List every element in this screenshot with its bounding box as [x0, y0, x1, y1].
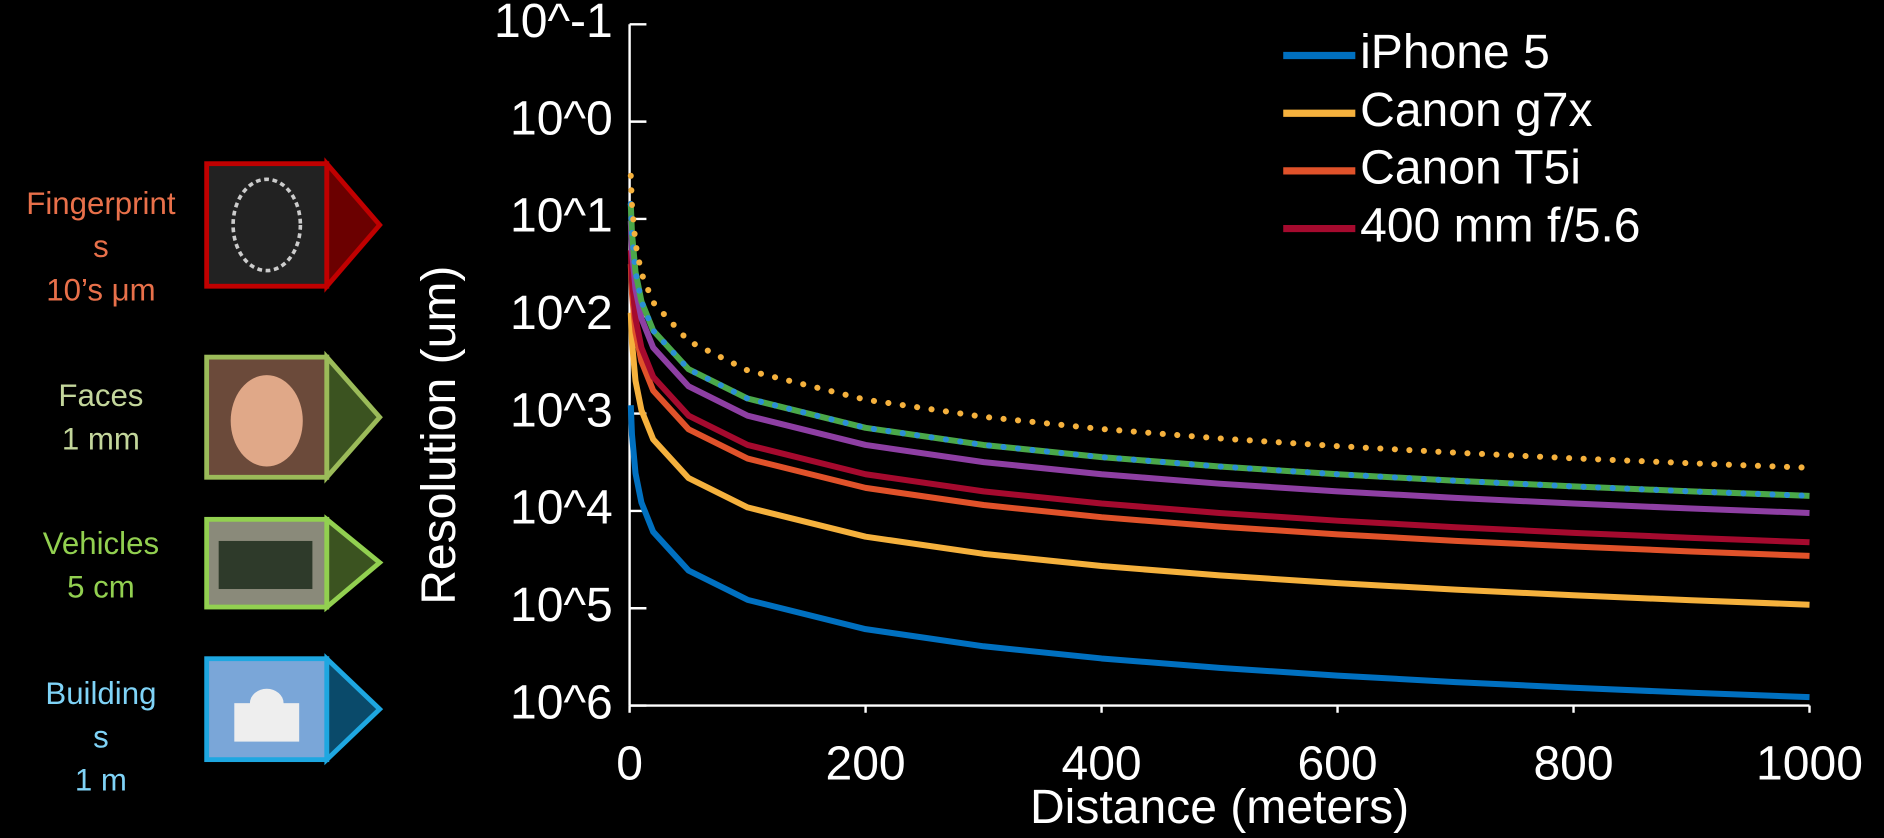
side-label: 5 cm — [67, 569, 135, 604]
side-label: s — [93, 229, 109, 264]
side-panels — [204, 157, 384, 766]
y-tick-label: 10^4 — [510, 481, 613, 535]
legend-label: Canon T5i — [1360, 141, 1581, 195]
y-axis-title: Resolution (um) — [412, 266, 466, 605]
arrow — [324, 514, 384, 613]
face-icon — [230, 375, 303, 467]
fingerprint-image — [204, 161, 330, 289]
arrow — [324, 157, 383, 293]
x-tick-label: 1000 — [1756, 737, 1863, 791]
y-tick-label: 10^1 — [510, 189, 613, 243]
arrow — [324, 653, 384, 766]
series-line — [627, 203, 1810, 499]
x-axis-title: Distance (meters) — [1030, 780, 1409, 834]
series-line — [627, 312, 1810, 608]
building-dome — [249, 688, 284, 718]
side-label: 1 mm — [62, 421, 140, 456]
arrow — [324, 350, 383, 484]
y-tick-label: 10^0 — [510, 91, 613, 145]
side-label: Faces — [58, 378, 143, 413]
y-tick-label: 10^5 — [510, 578, 613, 632]
y-tick-label: 10^2 — [510, 286, 613, 340]
y-tick-label: 10^3 — [510, 383, 613, 437]
legend-label: Canon g7x — [1360, 83, 1592, 137]
vehicle-icon — [218, 540, 313, 590]
side-label: Building — [45, 676, 156, 711]
series-line — [627, 405, 1810, 701]
side-label: Fingerprint — [26, 186, 176, 221]
x-tick-label: 0 — [616, 737, 643, 791]
x-tick-label: 600 — [1297, 737, 1377, 791]
y-tick-label: 10^6 — [510, 675, 613, 729]
fingerprint-icon — [231, 177, 303, 273]
y-tick-label: 10^-1 — [494, 0, 613, 48]
side-label: s — [93, 719, 109, 754]
legend-label: iPhone 5 — [1360, 25, 1550, 79]
series-line — [627, 250, 1810, 546]
side-label: 1 m — [75, 763, 127, 798]
x-tick-label: 800 — [1533, 737, 1613, 791]
legend-label: 400 mm f/5.6 — [1360, 198, 1640, 252]
series-line — [627, 220, 1810, 516]
side-label: Vehicles — [43, 526, 159, 561]
x-tick-label: 200 — [825, 737, 905, 791]
side-label: 10’s μm — [46, 272, 155, 307]
x-tick-label: 400 — [1061, 737, 1141, 791]
